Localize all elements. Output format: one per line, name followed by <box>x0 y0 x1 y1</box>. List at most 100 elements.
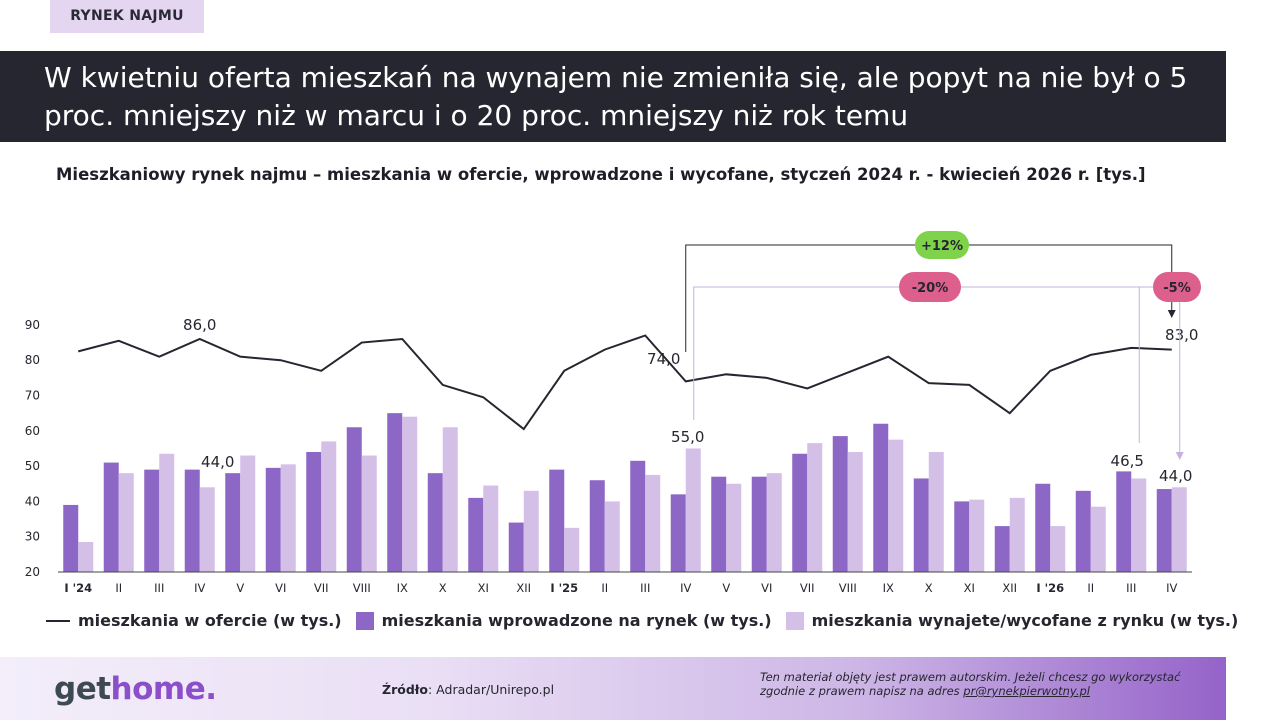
y-tick-label: 50 <box>25 459 40 473</box>
bracket-demand-yoy <box>693 286 1181 454</box>
bar-introduced <box>1116 471 1132 572</box>
bar-withdrawn <box>159 453 175 572</box>
bar-withdrawn <box>969 499 985 572</box>
bar-withdrawn <box>604 501 620 572</box>
bar-withdrawn <box>1050 526 1066 572</box>
bar-withdrawn <box>685 448 701 572</box>
bar-withdrawn <box>766 473 782 572</box>
bar-withdrawn <box>402 416 418 572</box>
x-tick-label: XII <box>516 581 531 595</box>
x-tick-label: VII <box>314 581 329 595</box>
x-tick-label: X <box>439 581 447 595</box>
y-tick-label: 40 <box>25 494 40 508</box>
bar-introduced <box>549 469 565 572</box>
bar-introduced <box>630 460 646 572</box>
bar-introduced <box>711 476 727 572</box>
x-tick-label: IV <box>194 581 205 595</box>
bar-introduced <box>427 473 443 572</box>
bar-introduced <box>589 480 605 572</box>
chart-legend: mieszkania w ofercie (w tys.) mieszkania… <box>46 611 1252 630</box>
bar-withdrawn <box>483 485 499 572</box>
x-tick-label: II <box>1087 581 1094 595</box>
x-tick-label: I '25 <box>550 581 578 595</box>
x-tick-label: VIII <box>353 581 371 595</box>
gethome-logo: gethome. <box>54 671 217 707</box>
x-tick-label: X <box>925 581 933 595</box>
footer: gethome. Źródło: Adradar/Unirepo.pl Ten … <box>0 657 1226 720</box>
bar-introduced <box>508 522 524 572</box>
data-label: 55,0 <box>671 428 704 446</box>
copyright-note: Ten materiał objęty jest prawem autorski… <box>760 670 1181 698</box>
bar-introduced <box>954 501 970 572</box>
x-tick-label: XII <box>1002 581 1017 595</box>
y-tick-label: 90 <box>25 318 40 332</box>
y-tick-label: 30 <box>25 530 40 544</box>
bar-introduced <box>792 453 808 572</box>
y-tick-label: 20 <box>25 565 40 579</box>
bar-withdrawn <box>1171 487 1187 572</box>
x-tick-label: I '24 <box>64 581 92 595</box>
bar-introduced <box>306 451 322 572</box>
bar-withdrawn <box>564 527 580 572</box>
x-tick-label: III <box>154 581 164 595</box>
bar-withdrawn <box>78 541 94 572</box>
legend-swatch-withdrawn <box>785 611 804 630</box>
data-label: 44,0 <box>201 453 234 471</box>
arrow-head <box>1175 452 1184 460</box>
bar-withdrawn <box>1009 497 1025 572</box>
x-tick-label: IV <box>680 581 691 595</box>
data-label: 44,0 <box>1159 467 1192 485</box>
bar-introduced <box>184 469 200 572</box>
change-badge <box>1153 272 1201 302</box>
bar-withdrawn <box>240 455 256 572</box>
x-tick-label: V <box>236 581 244 595</box>
line-offer <box>77 334 1172 431</box>
legend-item-withdrawn: mieszkania wynajete/wycofane z rynku (w … <box>785 611 1239 630</box>
x-tick-label: III <box>640 581 650 595</box>
bar-withdrawn <box>645 474 661 572</box>
bar-introduced <box>144 469 160 572</box>
bar-introduced <box>873 423 889 572</box>
chart-subtitle: Mieszkaniowy rynek najmu – mieszkania w … <box>56 165 1146 184</box>
bar-introduced <box>1075 490 1091 572</box>
legend-label-introduced: mieszkania wprowadzone na rynek (w tys.) <box>381 611 772 630</box>
x-tick-label: IX <box>397 581 408 595</box>
bar-introduced <box>832 436 848 572</box>
data-label: 74,0 <box>647 350 680 368</box>
contact-email-link[interactable]: pr@rynekpierwotny.pl <box>963 684 1090 698</box>
bar-introduced <box>468 497 484 572</box>
x-tick-label: IV <box>1166 581 1177 595</box>
bar-introduced <box>994 526 1010 572</box>
bar-withdrawn <box>523 490 539 572</box>
change-badge-label: -20% <box>912 281 949 296</box>
bar-withdrawn <box>726 483 742 572</box>
bar-introduced <box>63 504 79 572</box>
bar-introduced <box>225 473 241 572</box>
change-badge <box>899 272 961 302</box>
bar-withdrawn <box>807 443 823 572</box>
y-tick-label: 60 <box>25 424 40 438</box>
x-tick-label: VI <box>275 581 286 595</box>
x-tick-label: II <box>601 581 608 595</box>
x-tick-label: XI <box>964 581 975 595</box>
change-badge-label: +12% <box>921 239 963 254</box>
x-tick-label: XI <box>478 581 489 595</box>
bar-introduced <box>1035 483 1051 572</box>
legend-item-offer: mieszkania w ofercie (w tys.) <box>46 611 342 630</box>
change-badge <box>915 231 969 259</box>
bar-withdrawn <box>1090 506 1106 572</box>
bar-withdrawn <box>199 487 215 572</box>
bar-withdrawn <box>847 451 863 572</box>
bar-withdrawn <box>442 427 458 572</box>
bar-introduced <box>103 462 119 572</box>
bar-withdrawn <box>888 439 904 572</box>
data-label: 86,0 <box>183 316 216 334</box>
x-tick-label: VI <box>761 581 772 595</box>
bar-introduced <box>387 413 403 572</box>
legend-line-swatch <box>46 619 70 622</box>
x-tick-label: VIII <box>839 581 857 595</box>
y-tick-label: 70 <box>25 389 40 403</box>
legend-label-withdrawn: mieszkania wynajete/wycofane z rynku (w … <box>811 611 1239 630</box>
bar-introduced <box>670 494 686 572</box>
title-banner: W kwietniu oferta mieszkań na wynajem ni… <box>0 51 1226 142</box>
